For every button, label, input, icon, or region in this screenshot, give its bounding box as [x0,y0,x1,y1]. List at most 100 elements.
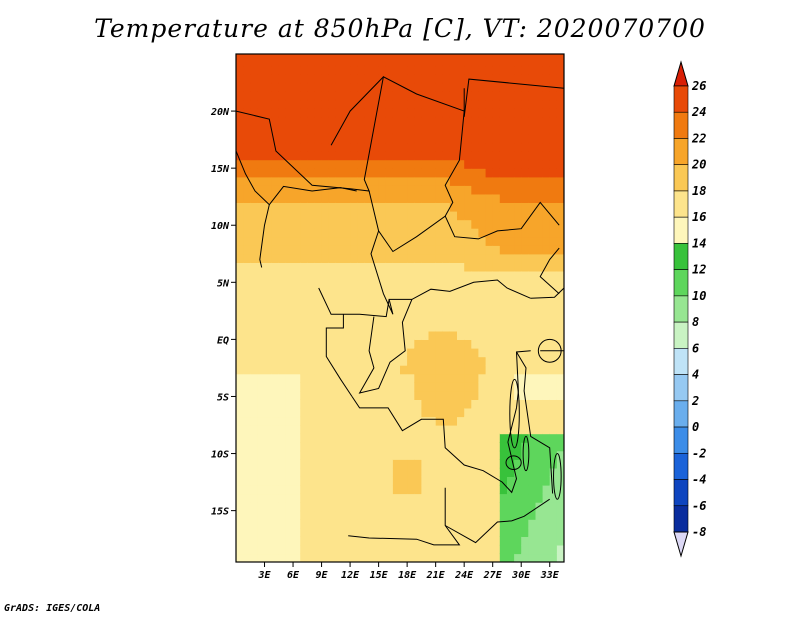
field-cell [250,211,258,221]
field-cell [285,65,294,75]
field-cell [392,219,401,229]
field-cell [428,168,437,178]
field-cell [278,159,287,169]
field-cell [535,168,544,178]
field-cell [378,510,387,520]
field-cell [542,202,551,212]
chart-title: Temperature at 850hPa [C], VT: 202007070… [94,14,706,43]
field-cell [521,305,529,315]
field-cell [236,416,244,426]
field-cell [364,433,372,443]
field-cell [507,116,515,126]
field-cell [392,133,401,144]
field-cell [250,527,258,537]
field-cell [385,356,394,366]
field-cell [478,91,487,101]
field-cell [278,202,287,212]
field-cell [357,82,365,92]
field-cell [414,54,422,58]
field-cell [528,245,536,255]
field-cell [521,544,529,555]
field-cell [350,270,358,281]
field-cell [457,54,465,58]
field-cell [293,450,301,460]
field-cell [236,193,244,203]
field-cell [549,442,558,452]
field-cell [321,65,330,75]
field-cell [343,348,351,358]
field-cell [371,365,380,375]
field-cell [407,433,415,443]
field-cell [335,322,344,332]
field-cell [328,348,337,358]
field-cell [243,399,251,409]
field-cell [428,185,437,195]
field-cell [407,416,415,426]
field-cell [449,433,458,443]
field-cell [471,116,479,126]
field-cell [307,527,315,537]
field-cell [285,502,294,512]
field-cell [556,228,564,238]
field-cell [285,544,294,555]
field-cell [464,322,472,332]
field-cell [357,493,365,503]
field-cell [549,270,558,281]
field-cell [314,56,323,67]
field-cell [457,425,465,435]
field-cell [243,544,251,555]
field-cell [293,54,301,58]
field-cell [521,159,529,169]
field-cell [392,450,401,460]
field-cell [528,228,536,238]
field-cell [236,219,244,229]
field-cell [507,228,515,238]
field-cell [236,296,244,306]
field-cell [464,544,472,555]
field-cell [350,493,358,503]
field-cell [464,527,472,537]
border-line [444,201,560,240]
field-cell [414,527,422,537]
field-cell [378,168,387,178]
field-cell [364,553,372,562]
field-cell [343,74,351,84]
field-cell [357,236,365,246]
field-cell [357,99,365,109]
field-cell [449,407,458,418]
field-cell [335,510,344,520]
field-cell [293,467,301,477]
field-cell [549,322,558,332]
field-cell [243,228,251,238]
field-cell [385,151,394,161]
field-cell [471,219,479,229]
field-cell [236,288,244,298]
field-cell [264,450,273,460]
field-cell [556,116,564,126]
field-cell [407,313,415,323]
field-cell [243,467,251,477]
field-cell [300,373,308,383]
field-cell [271,339,280,349]
field-cell [478,108,487,118]
field-cell [335,459,344,469]
colorbar-swatch [673,426,689,454]
field-cell [250,390,258,400]
field-cell [285,108,294,118]
field-cell [385,211,394,221]
field-cell [507,219,515,229]
field-cell [471,348,479,358]
field-cell [257,56,266,67]
field-cell [392,553,401,562]
field-cell [528,339,536,349]
field-cell [271,288,280,298]
field-cell [549,330,558,340]
field-cell [471,151,479,161]
field-cell [549,305,558,315]
field-cell [250,382,258,392]
field-cell [442,553,451,562]
field-cell [321,519,330,529]
field-cell [492,493,501,503]
field-cell [250,219,258,229]
field-cell [442,348,451,358]
